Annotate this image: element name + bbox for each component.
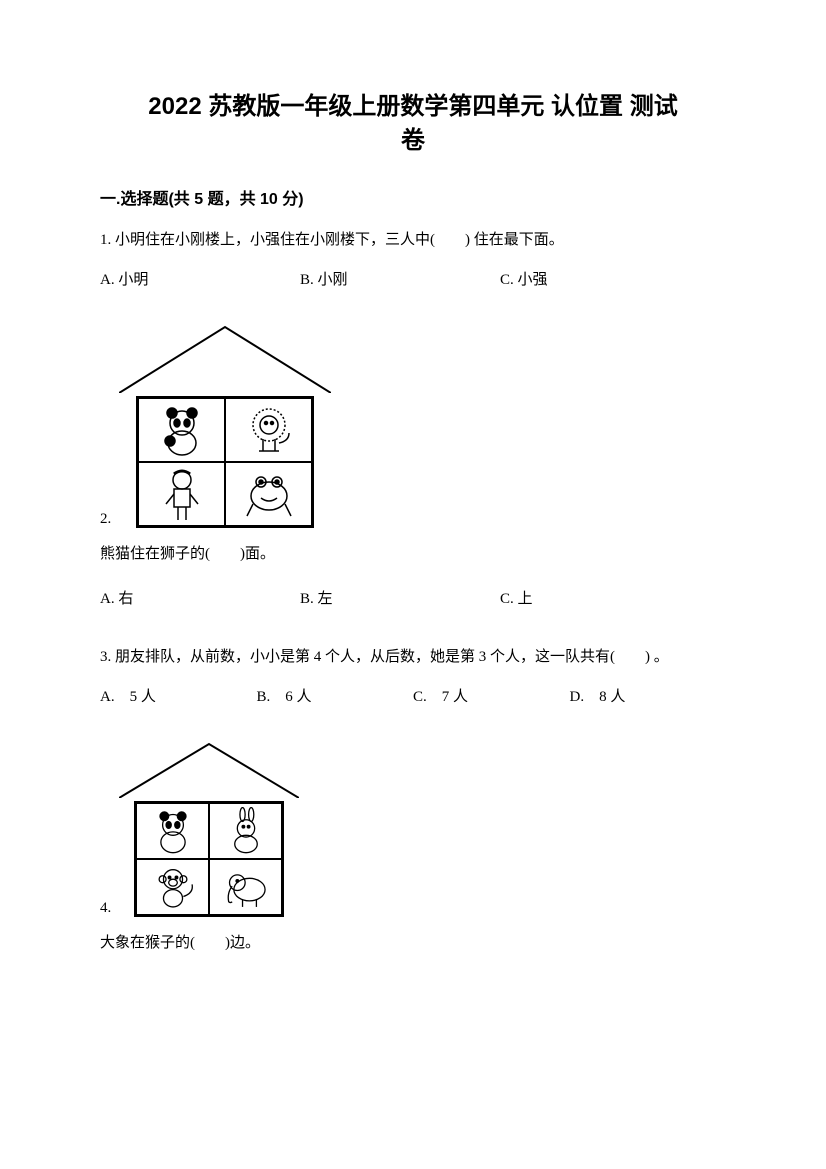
q4-number: 4.	[100, 900, 111, 917]
monkey-icon	[147, 863, 199, 911]
section-header: 一.选择题(共 5 题，共 10 分)	[100, 185, 726, 209]
q1-opt-a: A. 小明	[100, 268, 300, 289]
q2-options: A. 右 B. 左 C. 上	[100, 587, 726, 608]
panda-icon	[152, 403, 212, 457]
title-line-1: 2022 苏教版一年级上册数学第四单元 认位置 测试	[148, 93, 677, 120]
q4-subtext: 大象在猴子的( )边。	[100, 931, 726, 952]
question-2-figure: 2.	[100, 325, 726, 528]
roof-icon	[119, 325, 331, 393]
q3-opt-a: A. 5 人	[100, 685, 257, 706]
lion-icon	[239, 403, 299, 457]
q1-opt-c: C. 小强	[500, 268, 700, 289]
house-diagram-q2	[119, 325, 331, 528]
cell-elephant	[209, 859, 282, 915]
q3-options: A. 5 人 B. 6 人 C. 7 人 D. 8 人	[100, 685, 726, 706]
q3-opt-c: C. 7 人	[413, 685, 570, 706]
cell-panda	[138, 398, 225, 462]
cell-monkey	[136, 859, 209, 915]
q2-opt-c: C. 上	[500, 587, 700, 608]
page-title: 2022 苏教版一年级上册数学第四单元 认位置 测试 卷	[100, 90, 726, 157]
title-line-2: 卷	[401, 127, 425, 154]
question-4-figure: 4.	[100, 742, 726, 917]
rabbit-icon	[220, 807, 272, 855]
panda-icon	[147, 807, 199, 855]
boy-icon	[152, 466, 212, 522]
q2-opt-a: A. 右	[100, 587, 300, 608]
frog-icon	[239, 466, 299, 522]
q2-number: 2.	[100, 511, 111, 528]
house-diagram-q4	[119, 742, 299, 917]
cell-rabbit	[209, 803, 282, 859]
q1-opt-b: B. 小刚	[300, 268, 500, 289]
cell-boy	[138, 462, 225, 526]
cell-panda-2	[136, 803, 209, 859]
question-1: 1. 小明住在小刚楼上，小强住在小刚楼下，三人中( ) 住在最下面。	[100, 227, 726, 254]
q3-opt-d: D. 8 人	[570, 685, 727, 706]
cell-frog	[225, 462, 312, 526]
q2-opt-b: B. 左	[300, 587, 500, 608]
cell-lion	[225, 398, 312, 462]
roof-icon	[119, 742, 299, 798]
q2-subtext: 熊猫住在狮子的( )面。	[100, 542, 726, 563]
elephant-icon	[220, 863, 272, 911]
q3-opt-b: B. 6 人	[257, 685, 414, 706]
q1-options: A. 小明 B. 小刚 C. 小强	[100, 268, 726, 289]
question-3: 3. 朋友排队，从前数，小小是第 4 个人，从后数，她是第 3 个人，这一队共有…	[100, 644, 726, 671]
